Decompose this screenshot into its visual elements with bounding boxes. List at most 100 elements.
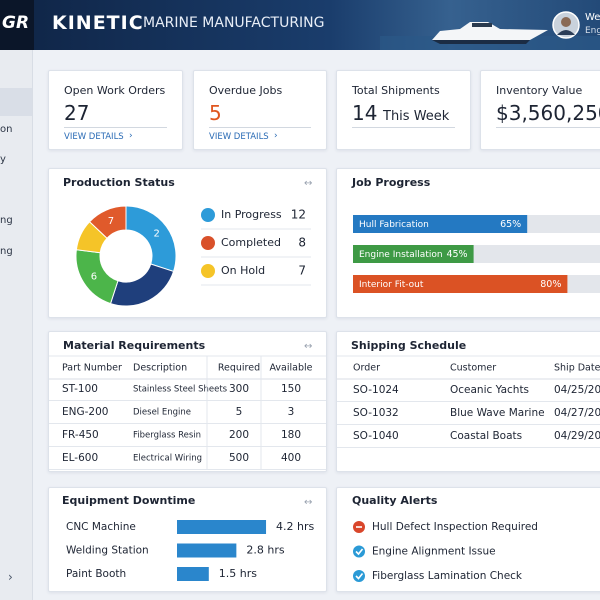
sidebar-item[interactable]: y: [0, 154, 6, 165]
column-header: Description: [133, 363, 187, 374]
sidebar-item[interactable]: ng: [0, 246, 13, 257]
legend-swatch: [201, 264, 215, 278]
panel-title: Job Progress: [352, 176, 431, 189]
sidebar-toggle[interactable]: ›: [8, 570, 13, 584]
kpi-value: $3,560,250: [496, 101, 600, 125]
kpi-title: Inventory Value: [496, 84, 583, 97]
kpi-title: Total Shipments: [352, 84, 440, 97]
sidebar: [0, 50, 33, 600]
table-cell: Oceanic Yachts: [450, 384, 529, 396]
header-boat: [380, 22, 600, 50]
table-cell: 300: [229, 383, 249, 395]
downtime-bar: [177, 520, 267, 534]
table-cell: ENG-200: [62, 406, 108, 418]
brand-subtitle: MARINE MANUFACTURING: [143, 15, 325, 31]
shipping-schedule-panel: Shipping Schedule Order Customer Ship Date S…: [336, 331, 600, 472]
kpi-note: This Week: [383, 109, 450, 124]
segment-label: 2: [154, 229, 160, 240]
logo-area: [0, 0, 34, 50]
table-cell: 400: [281, 452, 301, 464]
equipment-downtime-panel: Equipment Downtime ↔ CNC Machine 4.2 hrs Wel…: [48, 487, 327, 592]
production-status-panel: Production Status ↔ 2 6 7 In Progress 12 Comple…: [48, 168, 327, 318]
table-cell: 180: [281, 429, 301, 441]
brand: KINETIC: [52, 12, 144, 34]
expand-icon[interactable]: ↔: [304, 178, 313, 189]
table-cell: EL-600: [62, 452, 98, 464]
material-requirements-panel: Material Requirements ↔ Part Number Descrip…: [48, 331, 327, 472]
segment-label: 6: [91, 271, 97, 282]
table-cell: 04/25/202: [554, 384, 600, 396]
progress-bar: [353, 215, 528, 233]
panel-title: Material Requirements: [63, 339, 206, 352]
table-cell: 3: [288, 406, 295, 418]
kpi-value: 14: [352, 101, 378, 125]
equipment-name: Paint Booth: [66, 568, 126, 580]
kpi-divider: [209, 127, 311, 128]
kpi-value: 27: [64, 101, 90, 125]
table-cell: SO-1040: [353, 430, 399, 442]
table-cell: ST-100: [62, 383, 98, 395]
table-cell: Coastal Boats: [450, 430, 522, 442]
column-header: Customer: [450, 363, 496, 374]
downtime-value: 1.5 hrs: [219, 567, 257, 580]
kpi-card: Total Shipments 14 This Week: [336, 70, 471, 150]
alert-text: Engine Alignment Issue: [372, 546, 496, 558]
panel-title: Production Status: [63, 176, 175, 189]
user-role: Eng: [585, 26, 600, 36]
downtime-value: 4.2 hrs: [276, 520, 314, 533]
panel-title: Quality Alerts: [352, 494, 438, 507]
job-progress-panel: Job Progress Hull Fabrication 65% Engine In…: [336, 168, 600, 318]
kpi-title: Open Work Orders: [64, 84, 166, 97]
chevron-icon[interactable]: ›: [274, 131, 278, 141]
table-cell: FR-450: [62, 429, 99, 441]
bar-value: 80%: [540, 279, 561, 290]
alert-text: Hull Defect Inspection Required: [372, 521, 538, 533]
table-cell: 150: [281, 383, 301, 395]
kpi-title: Overdue Jobs: [209, 84, 283, 97]
progress-bar: [353, 245, 474, 263]
logo: GR: [2, 13, 30, 33]
table-cell: 04/29/202: [554, 430, 600, 442]
view-details-link[interactable]: VIEW DETAILS: [64, 132, 124, 142]
column-header: Ship Date: [554, 363, 600, 374]
downtime-bar: [177, 543, 237, 558]
table-cell: Blue Wave Marine: [450, 407, 545, 419]
table-cell: Fiberglass Resin: [133, 431, 201, 441]
kpi-value: 5: [209, 101, 222, 125]
panel-title: Shipping Schedule: [351, 339, 467, 352]
expand-icon[interactable]: ↔: [304, 341, 313, 352]
legend-value: 8: [298, 236, 306, 250]
downtime-value: 2.8 hrs: [246, 544, 284, 557]
legend-label: Completed: [221, 236, 281, 249]
view-details-link[interactable]: VIEW DETAILS: [209, 132, 269, 142]
table-cell: 5: [236, 406, 243, 418]
panel-graphics: Order Customer Ship Date SO-1024 Oceanic Yac…: [337, 355, 600, 448]
bar-label: Hull Fabrication: [359, 220, 429, 230]
pie-segment: [109, 263, 175, 307]
panel-graphics: 2 6 7 In Progress 12 Completed 8 On Hold 7: [75, 205, 311, 307]
table-cell: Electrical Wiring: [133, 454, 202, 464]
column-header: Required: [218, 363, 260, 374]
legend-value: 7: [298, 264, 306, 278]
panel-graphics: Hull Defect Inspection Required Engine Al…: [353, 521, 538, 582]
bar-label: Interior Fit-out: [359, 280, 424, 290]
legend-swatch: [201, 208, 215, 222]
kpi-divider: [496, 127, 600, 128]
kpi-card: Inventory Value $3,560,250: [480, 70, 600, 150]
bar-label: Engine Installation: [359, 250, 443, 260]
legend-swatch: [201, 236, 215, 250]
table-cell: 04/27/202: [554, 407, 600, 419]
table-cell: SO-1024: [353, 384, 399, 396]
column-header: Part Number: [62, 363, 122, 374]
panel-title: Equipment Downtime: [62, 494, 196, 507]
panel-graphics: Part Number Description Required Available S…: [49, 355, 326, 470]
table-cell: 200: [229, 429, 249, 441]
expand-icon[interactable]: ↔: [304, 497, 313, 508]
column-header: Order: [353, 363, 380, 374]
chevron-icon[interactable]: ›: [129, 131, 133, 141]
sidebar-item[interactable]: ng: [0, 215, 13, 226]
table-cell: 500: [229, 452, 249, 464]
sidebar-item[interactable]: on: [0, 124, 13, 135]
segment-label: 7: [108, 216, 114, 227]
